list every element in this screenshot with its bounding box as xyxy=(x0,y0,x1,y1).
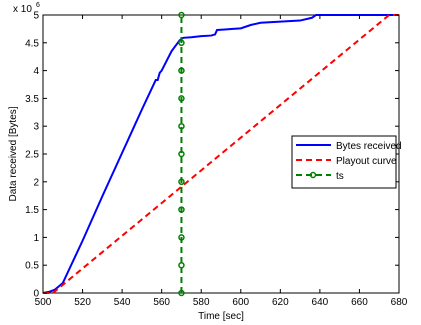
ticks-layer: 500 520 540 560 580 600 620 640 660 680 0 0.5 1 1.5 2 2… xyxy=(25,11,408,309)
series-point-ts xyxy=(178,261,185,269)
legend-label-playout-curve: Playout curve xyxy=(336,156,397,167)
x-tick-label: 540 xyxy=(114,297,131,308)
series-point-ts xyxy=(178,95,185,102)
series-point-ts xyxy=(178,206,185,213)
legend-label-bytes-received: Bytes received xyxy=(336,141,402,152)
legend: Bytes received Playout curve ts xyxy=(291,135,402,189)
x-axis-title: Time [sec] xyxy=(198,311,244,322)
series-point-ts xyxy=(178,67,185,74)
y-tick-label: 0 xyxy=(33,289,39,300)
series-layer xyxy=(42,11,399,297)
x-tick-label: 580 xyxy=(193,297,210,308)
y-tick-label: 5 xyxy=(33,11,39,22)
y-axis-title: Data received [Bytes] xyxy=(8,106,19,201)
x-tick-label: 620 xyxy=(272,297,289,308)
y-exponent-base: x 10 xyxy=(13,4,32,15)
series-line-playout-curve xyxy=(43,14,399,294)
y-tick-label: 4 xyxy=(33,66,39,77)
series-point-ts xyxy=(178,11,185,19)
y-tick-label: 1 xyxy=(33,233,39,244)
y-tick-label: 2.5 xyxy=(25,150,39,161)
series-point-ts xyxy=(178,150,185,158)
x-tick-label: 520 xyxy=(74,297,91,308)
x-tick-label: 680 xyxy=(391,297,408,308)
y-tick-label: 4.5 xyxy=(25,38,39,49)
x-tick-label: 660 xyxy=(351,297,368,308)
series-point-ts xyxy=(178,234,185,241)
series-point-ts xyxy=(178,178,185,186)
legend-label-ts: ts xyxy=(336,171,344,182)
series-point-ts xyxy=(178,39,185,47)
y-tick-label: 1.5 xyxy=(25,205,39,216)
x-tick-label: 640 xyxy=(312,297,329,308)
y-tick-label: 3 xyxy=(33,122,39,133)
x-tick-label: 560 xyxy=(153,297,170,308)
x-tick-label: 500 xyxy=(35,297,52,308)
y-tick-label: 2 xyxy=(33,177,39,188)
series-line-bytes-received xyxy=(42,14,399,294)
x-tick-label: 600 xyxy=(232,297,249,308)
y-tick-label: 3.5 xyxy=(25,94,39,105)
series-point-ts xyxy=(178,289,185,297)
y-tick-label: 0.5 xyxy=(25,261,39,272)
series-point-ts xyxy=(178,122,185,130)
y-exponent-power: 6 xyxy=(36,2,40,9)
legend-marker-ts xyxy=(309,171,317,179)
